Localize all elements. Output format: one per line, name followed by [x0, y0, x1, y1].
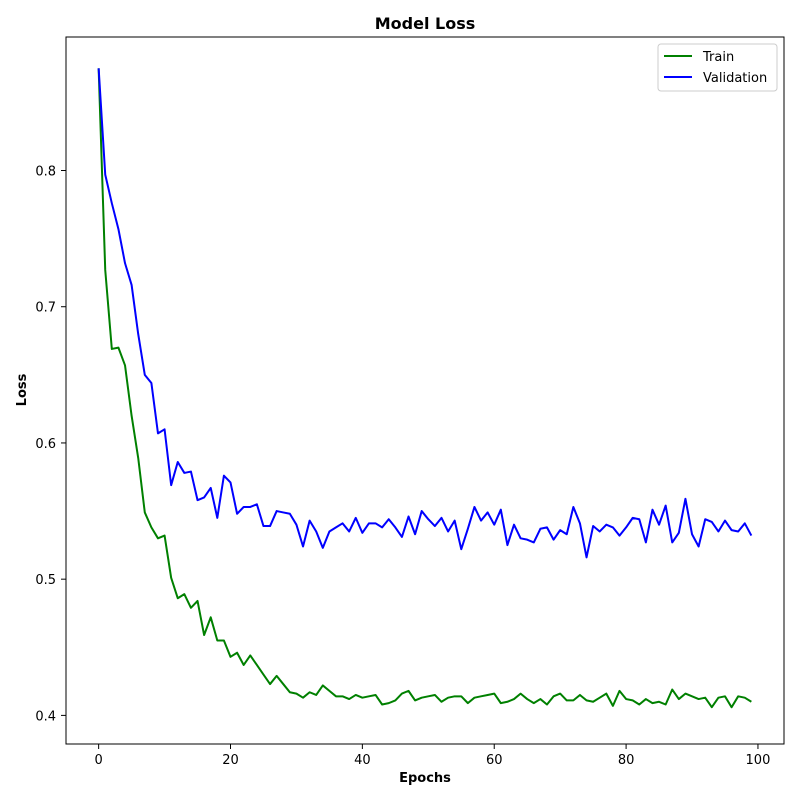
y-tick-label: 0.5: [35, 573, 56, 588]
x-tick-label: 100: [746, 753, 771, 768]
x-axis-label: Epochs: [399, 771, 451, 786]
y-tick-label: 0.8: [35, 164, 56, 179]
x-tick-label: 60: [486, 753, 503, 768]
x-axis: 0 20 40 60 80 100: [94, 744, 770, 768]
legend-label-validation: Validation: [703, 71, 767, 86]
plot-frame: [65, 36, 785, 745]
series-layer: [97, 68, 753, 709]
x-tick-label: 0: [94, 753, 102, 768]
legend: Train Validation: [657, 43, 778, 92]
y-axis: 0.4 0.5 0.6 0.7 0.8: [35, 164, 66, 724]
legend-label-train: Train: [702, 50, 734, 65]
series-line-validation: [97, 68, 753, 559]
x-tick-label: 80: [618, 753, 635, 768]
chart-title: Model Loss: [375, 14, 476, 33]
x-tick-label: 40: [354, 753, 371, 768]
plot-area: [65, 36, 785, 745]
y-tick-label: 0.7: [35, 301, 56, 316]
y-axis-label: Loss: [15, 373, 30, 406]
plot-background: [66, 37, 784, 744]
series-line-train: [97, 68, 752, 709]
y-tick-label: 0.6: [35, 437, 56, 452]
x-tick-label: 20: [222, 753, 239, 768]
y-tick-label: 0.4: [35, 709, 56, 724]
